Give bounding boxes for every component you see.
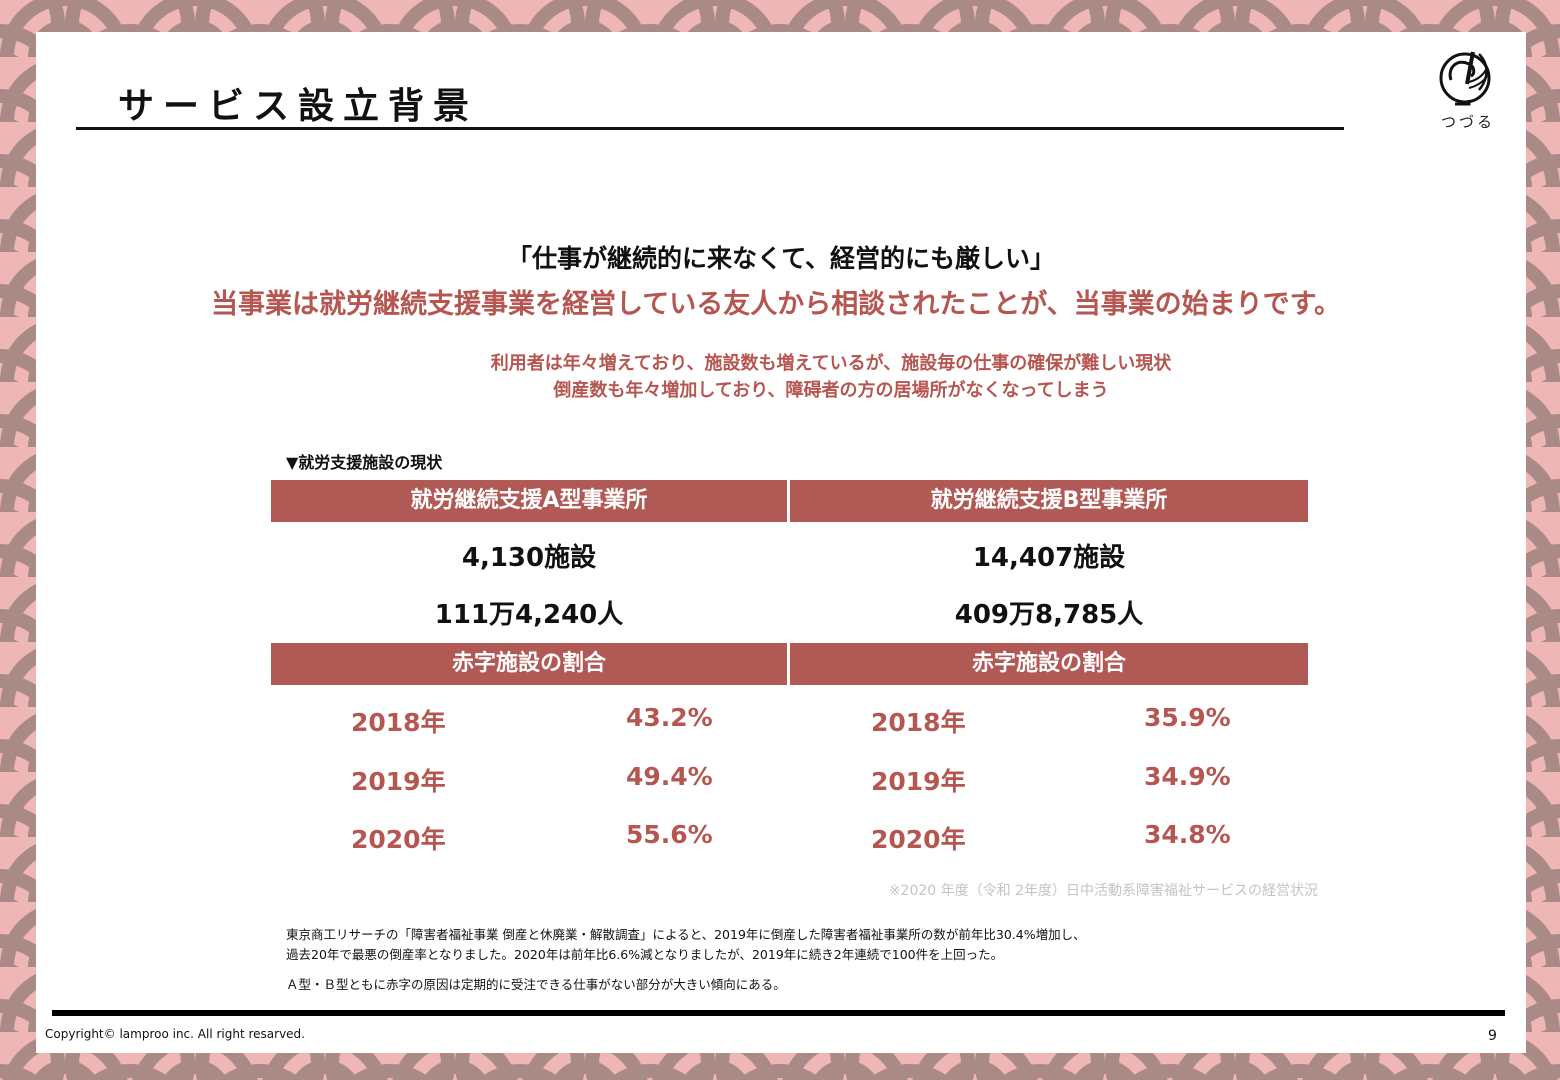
logo-wordmark: つづる: [1440, 113, 1495, 131]
client-quote: 「仕事が継続的に来なくて、経営的にも厳しい」: [506, 244, 1055, 273]
rate-year: 2019年: [871, 767, 966, 796]
rate-percent: 34.9%: [1144, 762, 1231, 791]
slide-title: サービス設立背景: [118, 86, 479, 127]
footnote-line: 過去20年で最悪の倒産率となりました。2020年は前年比6.6%減となりましたが…: [286, 947, 1004, 962]
context-line-2: 倒産数も年々増加しており、障碍者の方の居場所がなくなってしまう: [553, 380, 1109, 401]
rate-percent: 55.6%: [626, 820, 713, 849]
source-note: ※2020 年度（令和 2年度）日中活動系障害福祉サービスの経営状況: [888, 883, 1318, 899]
type-a-users: 111万4,240人: [434, 600, 624, 630]
crane-icon: [1428, 38, 1508, 110]
deficit-rate-row: 2018年 35.9%: [790, 703, 1308, 743]
rate-percent: 43.2%: [626, 703, 713, 732]
type-b-users: 409万8,785人: [954, 600, 1144, 630]
rate-percent: 49.4%: [626, 762, 713, 791]
deficit-rate-row: 2019年 49.4%: [271, 762, 787, 802]
context-line-1: 利用者は年々増えており、施設数も増えているが、施設毎の仕事の確保が難しい現状: [490, 353, 1172, 374]
type-b-header: 就労継続支援B型事業所: [790, 480, 1308, 522]
footer-rule: [52, 1010, 1505, 1016]
deficit-rate-row: 2018年 43.2%: [271, 703, 787, 743]
brand-logo: つづる: [1428, 38, 1508, 148]
page-number: 9: [1488, 1028, 1497, 1044]
type-b-facilities: 14,407施設: [972, 543, 1126, 573]
rate-year: 2020年: [351, 825, 446, 854]
origin-statement: 当事業は就労継続支援事業を経営している友人から相談されたことが、当事業の始まりで…: [211, 289, 1341, 320]
type-a-header: 就労継続支援A型事業所: [271, 480, 787, 522]
footnote-line: 東京商工リサーチの「障害者福祉事業 倒産と休廃業・解散調査」によると、2019年…: [286, 927, 1086, 942]
slide-panel: サービス設立背景 つづる 「仕事が継続的に来なくて、経営的にも厳しい」 当事業は…: [36, 32, 1526, 1053]
rate-year: 2020年: [871, 825, 966, 854]
rate-percent: 35.9%: [1144, 703, 1231, 732]
rate-year: 2019年: [351, 767, 446, 796]
type-a-deficit-header: 赤字施設の割合: [271, 643, 787, 685]
deficit-rate-row: 2019年 34.9%: [790, 762, 1308, 802]
deficit-rate-row: 2020年 34.8%: [790, 820, 1308, 860]
section-label: ▼就労支援施設の現状: [286, 453, 443, 472]
type-b-deficit-header: 赤字施設の割合: [790, 643, 1308, 685]
rate-year: 2018年: [351, 708, 446, 737]
footnote-line: Ａ型・Ｂ型ともに赤字の原因は定期的に受注できる仕事がない部分が大きい傾向にある。: [286, 977, 786, 992]
footnotes: 東京商工リサーチの「障害者福祉事業 倒産と休廃業・解散調査」によると、2019年…: [286, 925, 1086, 995]
rate-year: 2018年: [871, 708, 966, 737]
rate-percent: 34.8%: [1144, 820, 1231, 849]
title-underline: [76, 127, 1344, 130]
copyright: Copyright© lamproo inc. All right resarv…: [45, 1027, 305, 1041]
deficit-rate-row: 2020年 55.6%: [271, 820, 787, 860]
type-a-facilities: 4,130施設: [461, 543, 597, 573]
